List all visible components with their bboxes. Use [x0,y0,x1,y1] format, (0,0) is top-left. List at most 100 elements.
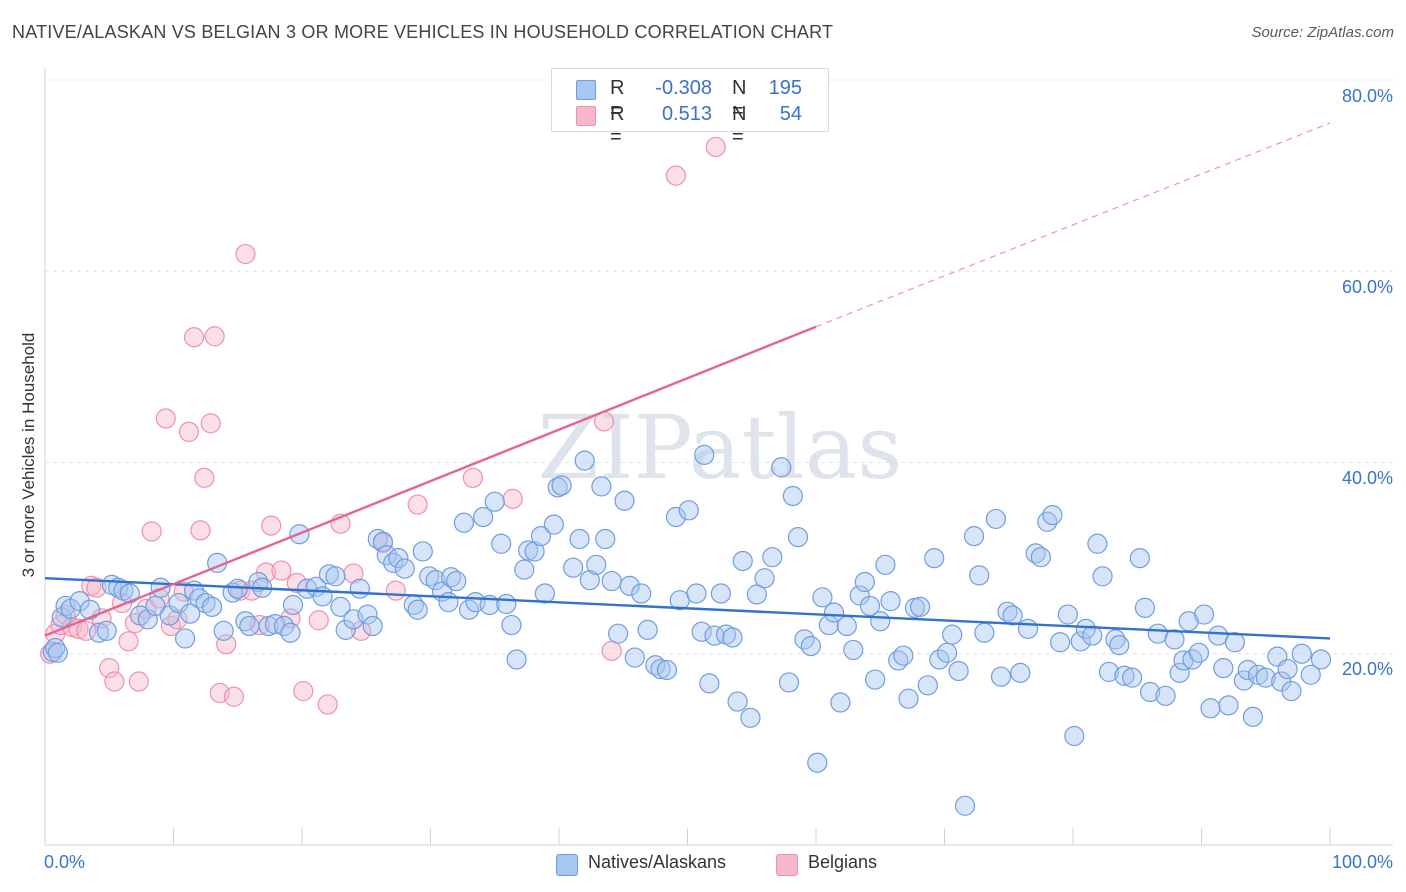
natives-point [543,514,564,535]
natives-point [1255,667,1276,688]
belgians-point [308,610,329,631]
belgians-trend-line [44,325,817,637]
belgians-point [462,467,484,488]
r-label: R = [610,103,625,148]
belgians-trend-extension [815,122,1331,328]
natives-point [917,675,938,696]
natives-point [859,595,881,617]
natives-point [849,585,870,606]
natives-point [563,557,584,578]
natives-point [1134,597,1156,618]
natives-point [732,550,753,572]
natives-point [740,707,761,728]
natives-point [722,627,743,648]
natives-point [1193,604,1215,625]
natives-point [501,614,522,636]
natives-point [1057,604,1078,625]
natives-point [865,669,886,690]
natives-point [330,596,351,617]
natives-point [325,566,346,587]
natives-point [1002,605,1023,626]
natives-point [524,541,545,562]
r-value: 0.513 [661,103,712,125]
belgians-point [155,408,176,429]
natives-point [893,645,914,666]
natives-point [880,591,901,612]
correlation-legend: R = -0.308 N = 195 R = 0.513 N = 54 [551,68,829,148]
belgians-point [235,243,256,265]
r-value: -0.308 [655,77,712,99]
natives-point [1242,706,1264,727]
natives-point [843,639,864,661]
natives-point [836,615,857,637]
natives-point [586,554,607,575]
belgians-point [216,634,237,655]
natives-point [412,541,433,562]
belgians-point [178,421,200,442]
natives-point [484,491,505,512]
natives-point [506,649,527,670]
axes [44,68,1393,846]
natives-point [518,540,539,561]
belgians-swatch [776,854,798,876]
natives-point [727,691,748,712]
source-label: Source: ZipAtlas.com [1251,24,1394,41]
natives-point [1164,629,1185,650]
natives-point [631,583,652,604]
natives-point [1087,533,1108,554]
belgians-point [204,326,225,347]
legend-label-natives: Natives/Alaskans [588,852,727,872]
belgians-point [190,520,211,541]
x-tick-max: 100.0% [1331,852,1393,872]
natives-point [419,566,440,587]
natives-point [924,548,945,569]
natives-swatch [556,854,578,876]
natives-point [1281,680,1302,702]
natives-point [1237,659,1258,681]
natives-point [388,548,409,569]
natives-point [762,547,783,568]
n-value: 195 [768,77,802,99]
belgians-point [200,413,221,434]
natives-point [362,615,383,637]
n-label: N = [732,77,747,122]
natives-point [1017,618,1039,639]
natives-point [985,508,1007,530]
natives-point [1092,566,1113,587]
natives-point [782,485,803,507]
natives-point [1300,664,1321,685]
natives-point [875,554,896,575]
belgians-swatch [576,106,596,126]
belgians-point [385,580,406,601]
belgians-point [118,631,139,652]
natives-point [47,642,68,663]
natives-point [239,615,260,637]
natives-point [624,647,645,668]
natives-point [1114,665,1135,686]
r-label: R = [610,77,625,122]
natives-point [280,622,301,643]
natives-point [1247,664,1269,685]
natives-point [787,526,809,548]
natives-point [595,528,616,550]
natives-point [936,642,958,663]
natives-point [96,620,117,641]
natives-point [948,660,969,682]
natives-point [974,622,995,643]
belgians-point [194,467,215,488]
belgians-point [183,327,205,348]
belgians-point [99,657,120,679]
natives-point [551,475,572,496]
natives-point [425,570,446,591]
natives-point [407,599,428,620]
natives-point [69,591,90,612]
belgians-point [271,560,292,581]
natives-point [710,583,732,604]
belgians-point [317,694,338,715]
natives-point [807,752,828,773]
natives-point [1105,629,1126,650]
natives-point [514,559,535,580]
belgians-point [261,515,282,536]
belgians-point [223,686,244,707]
natives-point [1139,681,1161,703]
